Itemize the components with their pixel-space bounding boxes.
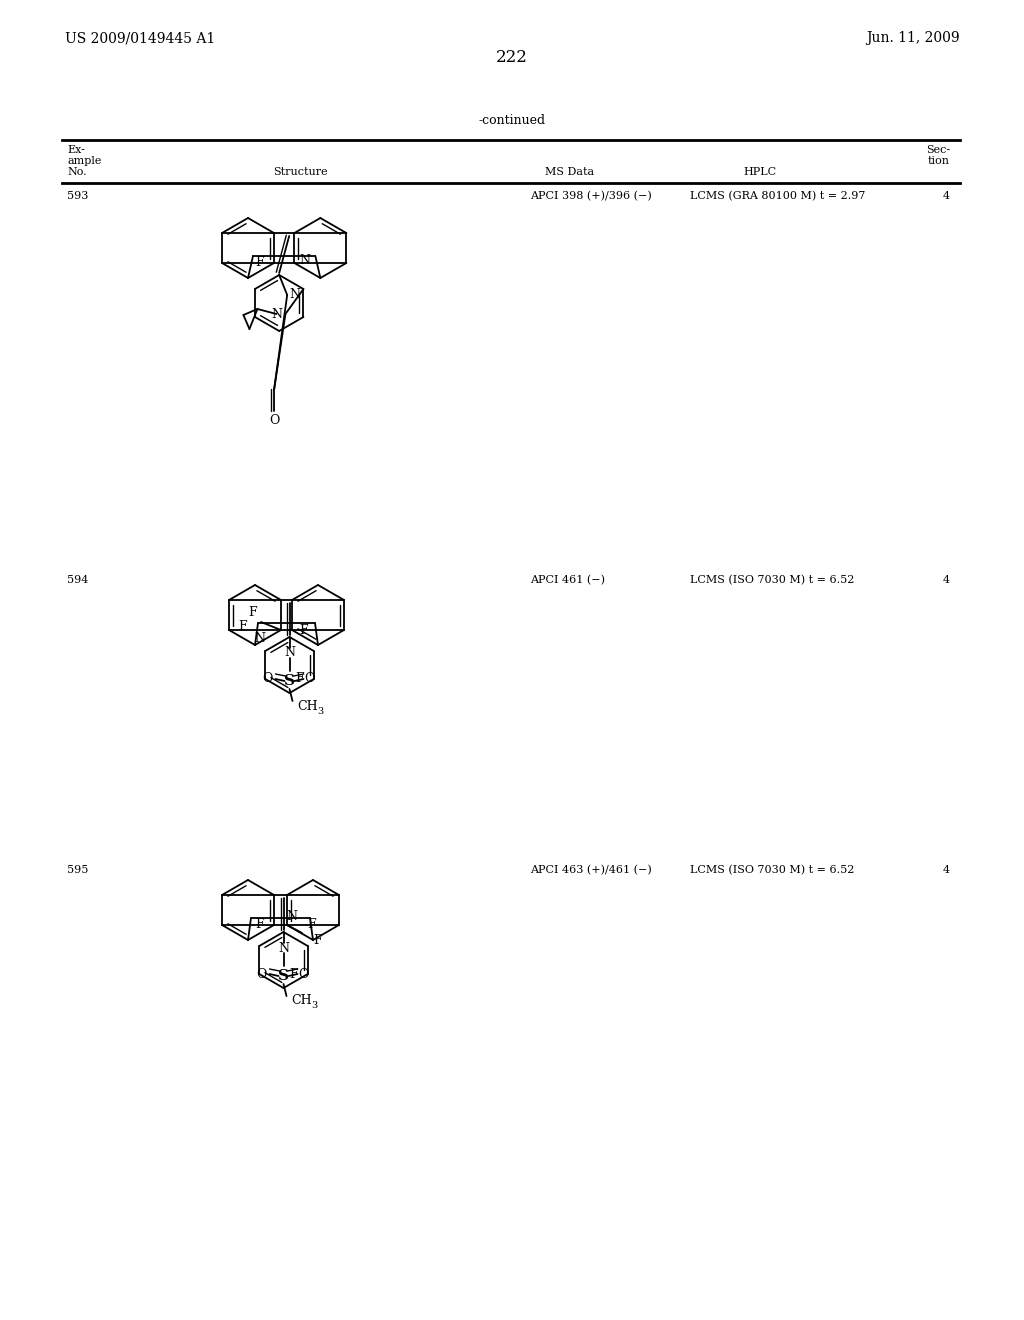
Text: O: O — [269, 413, 280, 426]
Text: LCMS (ISO 7030 M) t = 6.52: LCMS (ISO 7030 M) t = 6.52 — [690, 574, 854, 585]
Text: S: S — [278, 969, 289, 983]
Text: O: O — [256, 968, 266, 981]
Text: LCMS (GRA 80100 M) t = 2.97: LCMS (GRA 80100 M) t = 2.97 — [690, 191, 865, 201]
Text: O: O — [304, 672, 314, 685]
Text: Jun. 11, 2009: Jun. 11, 2009 — [866, 30, 961, 45]
Text: N: N — [287, 911, 298, 924]
Text: F: F — [256, 919, 264, 932]
Text: O: O — [262, 672, 272, 685]
Text: N: N — [278, 941, 289, 954]
Text: 594: 594 — [67, 576, 88, 585]
Text: O: O — [298, 968, 308, 981]
Text: No.: No. — [67, 168, 87, 177]
Text: F: F — [249, 606, 257, 619]
Text: MS Data: MS Data — [546, 168, 595, 177]
Text: S: S — [284, 675, 295, 688]
Text: 3: 3 — [311, 1002, 317, 1011]
Text: F: F — [313, 935, 323, 948]
Text: 4: 4 — [943, 576, 950, 585]
Text: Ex-: Ex- — [67, 145, 85, 154]
Text: ample: ample — [67, 156, 101, 166]
Text: 3: 3 — [317, 706, 324, 715]
Text: CH: CH — [298, 700, 318, 713]
Text: F: F — [256, 256, 264, 269]
Text: F: F — [290, 968, 298, 981]
Text: Sec-: Sec- — [926, 145, 950, 154]
Text: CH: CH — [292, 994, 312, 1007]
Text: F: F — [300, 623, 308, 636]
Text: APCI 461 (−): APCI 461 (−) — [530, 574, 605, 585]
Text: HPLC: HPLC — [743, 168, 776, 177]
Text: F: F — [307, 919, 316, 932]
Text: F: F — [296, 672, 304, 685]
Text: 4: 4 — [943, 865, 950, 875]
Text: N: N — [284, 647, 295, 660]
Text: 4: 4 — [943, 191, 950, 201]
Text: 593: 593 — [67, 191, 88, 201]
Text: N: N — [271, 308, 282, 321]
Text: APCI 463 (+)/461 (−): APCI 463 (+)/461 (−) — [530, 865, 651, 875]
Text: Structure: Structure — [272, 168, 328, 177]
Text: N: N — [255, 632, 265, 645]
Text: 222: 222 — [496, 49, 528, 66]
Text: N: N — [299, 253, 310, 267]
Text: -continued: -continued — [478, 114, 546, 127]
Text: N: N — [290, 289, 301, 301]
Text: F: F — [239, 620, 247, 634]
Text: US 2009/0149445 A1: US 2009/0149445 A1 — [65, 30, 215, 45]
Text: 595: 595 — [67, 865, 88, 875]
Text: tion: tion — [928, 156, 950, 166]
Text: APCI 398 (+)/396 (−): APCI 398 (+)/396 (−) — [530, 191, 651, 201]
Text: LCMS (ISO 7030 M) t = 6.52: LCMS (ISO 7030 M) t = 6.52 — [690, 865, 854, 875]
